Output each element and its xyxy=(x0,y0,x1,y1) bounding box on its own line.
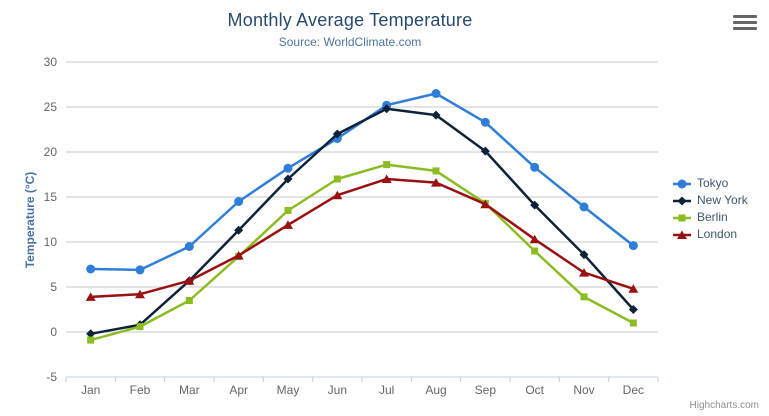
legend-marker-berlin[interactable] xyxy=(678,214,686,221)
chart-title: Monthly Average Temperature xyxy=(227,10,473,30)
legend-item-london[interactable]: London xyxy=(672,226,748,243)
y-tick-label: 30 xyxy=(44,55,58,69)
x-tick-label: Jul xyxy=(379,383,394,397)
data-point-tokyo[interactable] xyxy=(431,89,441,98)
legend-label: London xyxy=(697,227,738,241)
x-tick-label: Jun xyxy=(328,383,347,397)
series-line-new-york[interactable] xyxy=(89,107,635,336)
hamburger-bar xyxy=(733,21,757,24)
legend-label: Tokyo xyxy=(697,176,729,190)
data-point-london[interactable] xyxy=(431,178,441,187)
x-tick-label: Dec xyxy=(623,383,644,397)
legend-symbol-square-icon xyxy=(673,214,691,221)
data-point-london[interactable] xyxy=(579,268,589,277)
data-point-tokyo[interactable] xyxy=(135,265,145,275)
legend: Tokyo New York Berlin London xyxy=(672,175,748,243)
legend-marker-tokyo[interactable] xyxy=(677,179,687,188)
credits-link[interactable]: Highcharts.com xyxy=(689,400,759,411)
legend-marker-london[interactable] xyxy=(677,230,687,239)
hamburger-menu-icon[interactable] xyxy=(733,15,757,31)
series-line-london[interactable] xyxy=(89,177,635,299)
data-point-new-york[interactable] xyxy=(283,174,293,184)
x-tick-label: Jan xyxy=(81,383,100,397)
data-point-london[interactable] xyxy=(135,289,145,299)
series-line-tokyo[interactable] xyxy=(89,92,635,272)
data-point-new-york[interactable] xyxy=(628,305,638,314)
data-point-london[interactable] xyxy=(233,251,244,260)
data-point-berlin[interactable] xyxy=(432,167,440,175)
data-point-london[interactable] xyxy=(628,284,639,293)
data-point-berlin[interactable] xyxy=(629,319,637,327)
x-tick-label: Feb xyxy=(130,383,151,397)
data-point-berlin[interactable] xyxy=(185,297,193,304)
data-point-berlin[interactable] xyxy=(383,161,391,169)
legend-marker-new-york[interactable] xyxy=(677,196,687,205)
data-point-new-york[interactable] xyxy=(530,200,540,210)
x-tick-label: Aug xyxy=(425,383,446,397)
data-point-tokyo[interactable] xyxy=(184,242,194,251)
legend-item-tokyo[interactable]: Tokyo xyxy=(672,175,748,192)
y-tick-label: 25 xyxy=(44,100,58,114)
legend-symbol-circle-icon xyxy=(673,179,691,188)
legend-item-new-york[interactable]: New York xyxy=(672,192,748,209)
data-point-berlin[interactable] xyxy=(284,207,292,214)
y-tick-label: 15 xyxy=(44,190,58,204)
data-point-new-york[interactable] xyxy=(480,146,490,156)
legend-symbol-triangle-icon xyxy=(673,230,691,239)
data-point-berlin[interactable] xyxy=(136,323,144,331)
chart-subtitle: Source: WorldClimate.com xyxy=(278,35,422,49)
data-point-tokyo[interactable] xyxy=(579,202,589,212)
legend-label: New York xyxy=(697,193,748,207)
data-point-berlin[interactable] xyxy=(531,247,539,255)
x-tick-label: Oct xyxy=(525,383,544,397)
data-point-new-york[interactable] xyxy=(579,250,589,260)
data-point-tokyo[interactable] xyxy=(480,117,490,127)
data-point-new-york[interactable] xyxy=(234,225,244,235)
data-point-london[interactable] xyxy=(332,190,343,200)
data-point-berlin[interactable] xyxy=(87,336,95,344)
data-point-berlin[interactable] xyxy=(333,175,341,183)
data-point-berlin[interactable] xyxy=(580,293,588,301)
data-point-new-york[interactable] xyxy=(332,129,342,139)
legend-item-berlin[interactable]: Berlin xyxy=(672,209,748,226)
y-tick-label: 0 xyxy=(50,325,57,339)
y-tick-label: -5 xyxy=(46,370,57,384)
hamburger-bar xyxy=(733,27,757,30)
data-point-london[interactable] xyxy=(480,199,491,209)
y-tick-label: 20 xyxy=(44,145,58,159)
x-tick-label: Nov xyxy=(573,383,594,397)
data-point-london[interactable] xyxy=(184,276,195,285)
data-point-tokyo[interactable] xyxy=(283,163,293,173)
data-point-tokyo[interactable] xyxy=(530,162,540,172)
x-tick-label: May xyxy=(277,383,300,397)
legend-symbol-diamond-icon xyxy=(673,196,691,205)
data-point-london[interactable] xyxy=(529,234,540,244)
y-tick-label: 10 xyxy=(44,235,58,249)
data-point-london[interactable] xyxy=(381,174,392,184)
data-point-london[interactable] xyxy=(283,220,293,229)
data-point-new-york[interactable] xyxy=(86,329,96,339)
legend-label: Berlin xyxy=(697,210,728,224)
data-point-new-york[interactable] xyxy=(382,104,392,114)
data-point-new-york[interactable] xyxy=(431,110,441,120)
data-point-london[interactable] xyxy=(85,292,96,301)
data-point-tokyo[interactable] xyxy=(234,197,244,206)
y-tick-label: 5 xyxy=(50,280,57,294)
data-point-tokyo[interactable] xyxy=(628,241,638,251)
x-tick-label: Sep xyxy=(475,383,497,397)
x-tick-label: Apr xyxy=(229,383,248,397)
x-tick-label: Mar xyxy=(179,383,200,397)
series-line-berlin[interactable] xyxy=(89,163,635,342)
hamburger-bar xyxy=(733,15,757,18)
data-point-tokyo[interactable] xyxy=(86,264,96,274)
